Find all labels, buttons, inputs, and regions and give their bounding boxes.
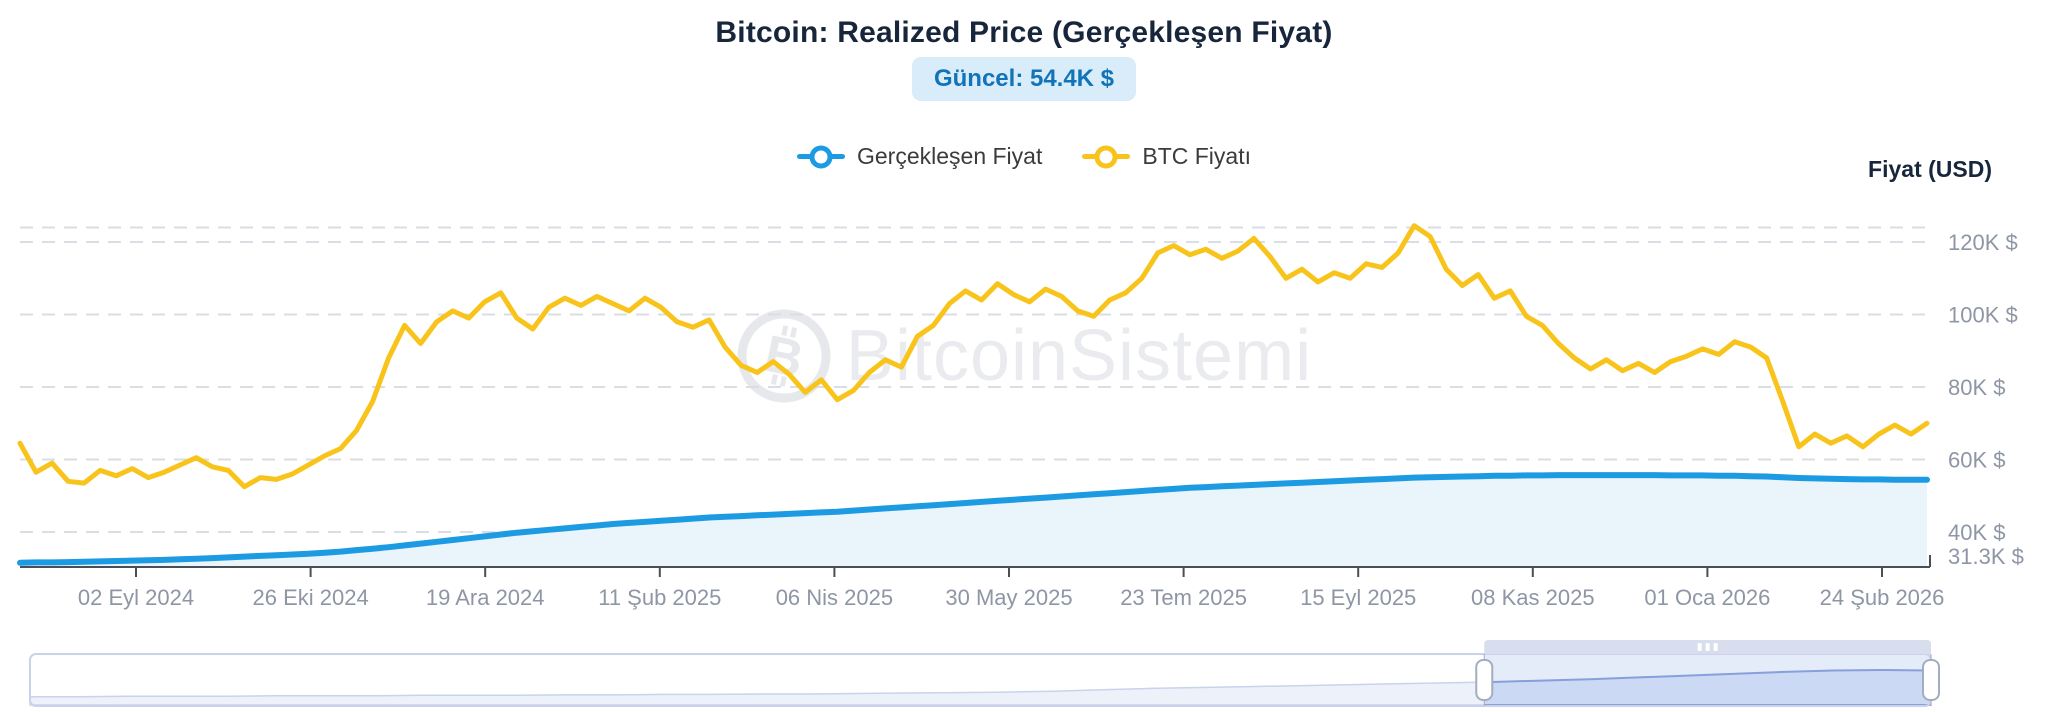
svg-text:06 Nis 2025: 06 Nis 2025 (776, 585, 893, 610)
price-chart-plot[interactable]: 02 Eyl 2024 26 Eki 2024 19 Ara 2024 11 Şub … (0, 180, 2048, 610)
svg-text:40K $: 40K $ (1948, 520, 2006, 545)
legend: Gerçekleşen Fiyat BTC Fiyatı (0, 143, 2048, 170)
svg-text:01 Oca 2026: 01 Oca 2026 (1644, 585, 1770, 610)
legend-item-realized[interactable]: Gerçekleşen Fiyat (797, 143, 1042, 170)
legend-label-realized: Gerçekleşen Fiyat (857, 143, 1043, 169)
svg-text:30 May 2025: 30 May 2025 (945, 585, 1072, 610)
svg-text:15 Eyl 2025: 15 Eyl 2025 (1300, 585, 1416, 610)
svg-text:31.3K $: 31.3K $ (1948, 544, 2024, 569)
navigator-right-handle[interactable] (1922, 659, 1940, 701)
svg-text:23 Tem 2025: 23 Tem 2025 (1120, 585, 1247, 610)
btc-series-marker-icon (1082, 145, 1131, 168)
svg-text:100K $: 100K $ (1948, 303, 2018, 328)
svg-text:80K $: 80K $ (1948, 375, 2006, 400)
page-title: Bitcoin: Realized Price (Gerçekleşen Fiy… (715, 16, 1333, 49)
svg-text:120K $: 120K $ (1948, 230, 2018, 255)
svg-text:02 Eyl 2024: 02 Eyl 2024 (78, 585, 194, 610)
svg-text:19 Ara 2024: 19 Ara 2024 (426, 585, 545, 610)
svg-text:08 Kas 2025: 08 Kas 2025 (1471, 585, 1595, 610)
range-navigator[interactable] (0, 634, 2048, 712)
navigator-drag-bar[interactable] (1484, 640, 1931, 654)
navigator-left-handle[interactable] (1475, 659, 1494, 701)
svg-text:24 Şub 2026: 24 Şub 2026 (1820, 585, 1945, 610)
y-axis-title: Fiyat (USD) (1868, 156, 1992, 182)
svg-text:26 Eki 2024: 26 Eki 2024 (252, 585, 368, 610)
svg-text:11 Şub 2025: 11 Şub 2025 (598, 585, 721, 610)
realized-series-marker-icon (797, 145, 845, 168)
legend-item-btc[interactable]: BTC Fiyatı (1082, 143, 1251, 170)
current-value-badge: Güncel: 54.4K $ (911, 57, 1137, 101)
legend-label-btc: BTC Fiyatı (1142, 143, 1251, 169)
svg-text:60K $: 60K $ (1948, 448, 2006, 473)
